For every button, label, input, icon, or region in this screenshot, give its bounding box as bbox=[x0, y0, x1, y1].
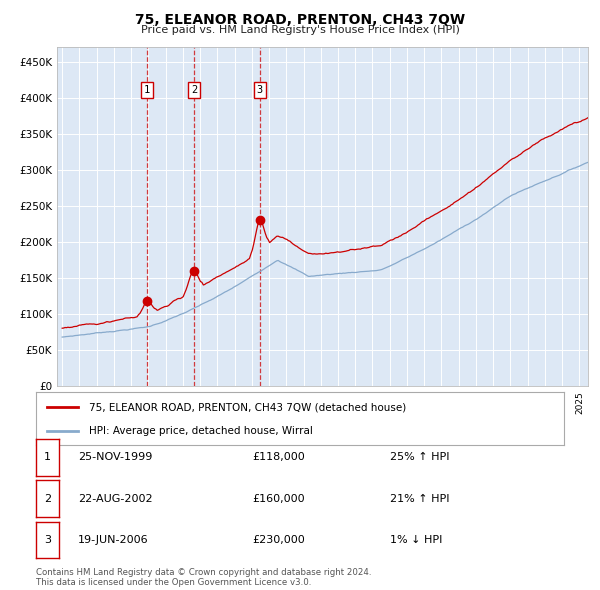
Text: 2: 2 bbox=[191, 84, 197, 94]
Text: 21% ↑ HPI: 21% ↑ HPI bbox=[390, 494, 449, 503]
Text: Contains HM Land Registry data © Crown copyright and database right 2024.
This d: Contains HM Land Registry data © Crown c… bbox=[36, 568, 371, 587]
Text: 1: 1 bbox=[143, 84, 150, 94]
Text: HPI: Average price, detached house, Wirral: HPI: Average price, detached house, Wirr… bbox=[89, 425, 313, 435]
Text: £160,000: £160,000 bbox=[252, 494, 305, 503]
Text: £230,000: £230,000 bbox=[252, 535, 305, 545]
Text: 3: 3 bbox=[44, 535, 51, 545]
Text: 22-AUG-2002: 22-AUG-2002 bbox=[78, 494, 152, 503]
Text: 25-NOV-1999: 25-NOV-1999 bbox=[78, 453, 152, 462]
Text: 19-JUN-2006: 19-JUN-2006 bbox=[78, 535, 149, 545]
Text: 1% ↓ HPI: 1% ↓ HPI bbox=[390, 535, 442, 545]
Text: 2: 2 bbox=[44, 494, 51, 503]
Text: 75, ELEANOR ROAD, PRENTON, CH43 7QW: 75, ELEANOR ROAD, PRENTON, CH43 7QW bbox=[135, 13, 465, 27]
Text: 3: 3 bbox=[257, 84, 263, 94]
Text: 75, ELEANOR ROAD, PRENTON, CH43 7QW (detached house): 75, ELEANOR ROAD, PRENTON, CH43 7QW (det… bbox=[89, 402, 406, 412]
Text: Price paid vs. HM Land Registry's House Price Index (HPI): Price paid vs. HM Land Registry's House … bbox=[140, 25, 460, 35]
Text: £118,000: £118,000 bbox=[252, 453, 305, 462]
Text: 1: 1 bbox=[44, 453, 51, 462]
Text: 25% ↑ HPI: 25% ↑ HPI bbox=[390, 453, 449, 462]
